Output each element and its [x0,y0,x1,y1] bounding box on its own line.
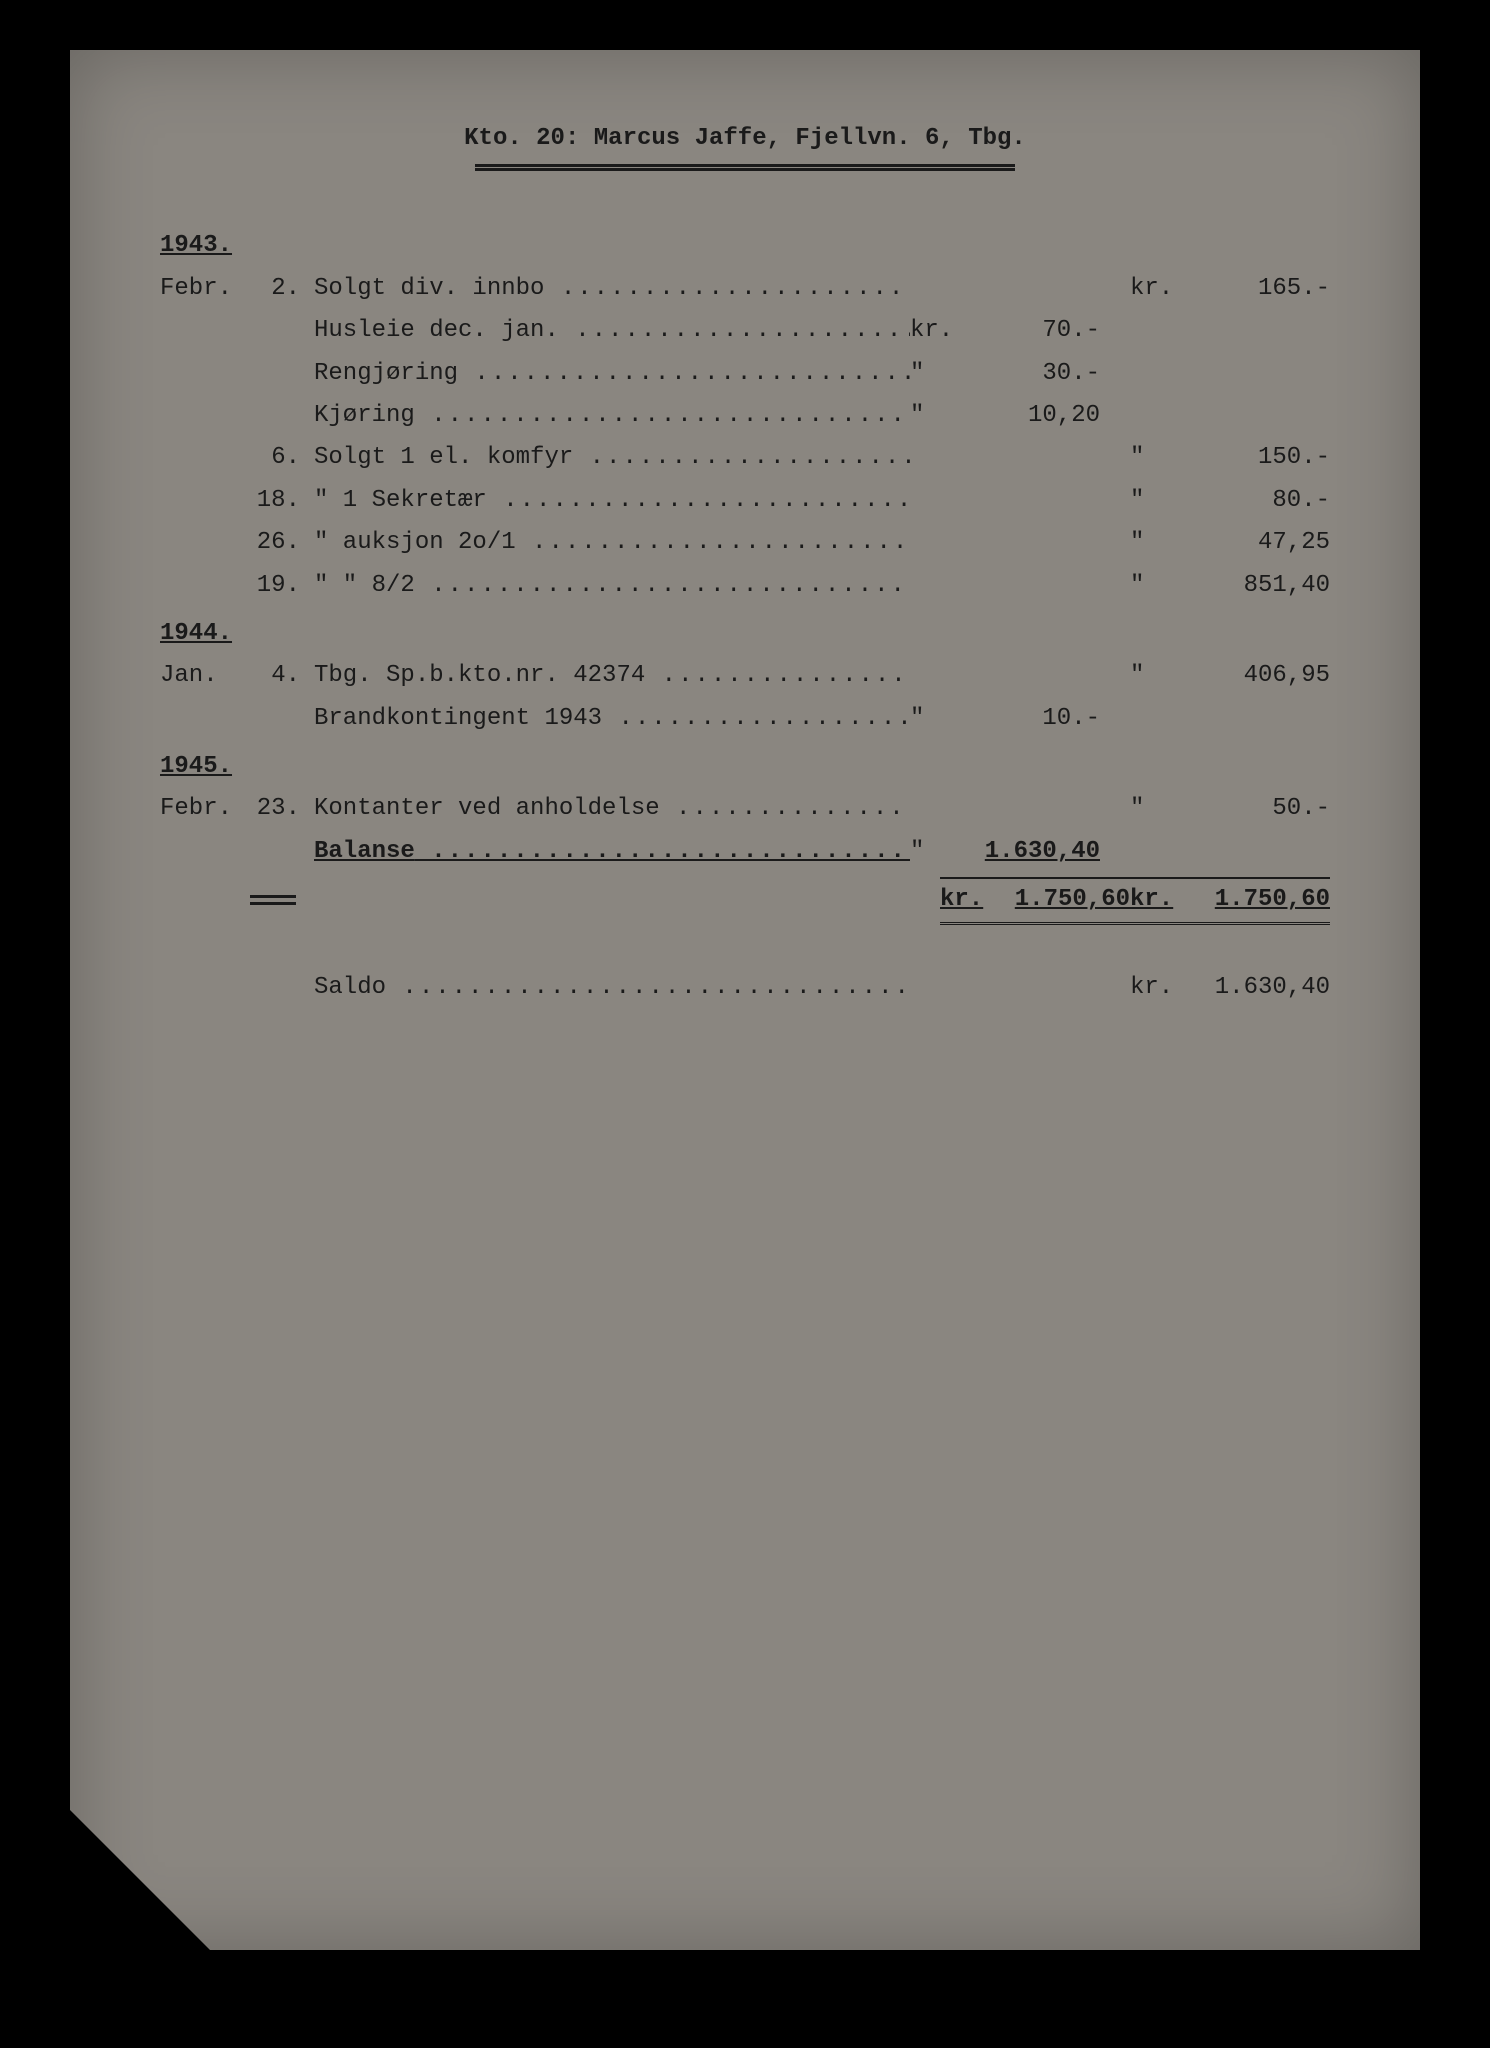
description-cell: " 1 Sekretær [314,482,910,520]
description-cell: Husleie dec. jan. [314,312,910,350]
currency-cell: kr. [940,877,1000,924]
double-rule-icon [250,895,296,905]
month-cell: Febr. [160,270,250,308]
currency-cell: " [1130,482,1190,520]
saldo-label: Saldo [314,969,910,1007]
amount-cell: 1.630,40 [970,833,1130,871]
day-cell: 2. [250,270,314,308]
currency-cell: " [1130,567,1190,605]
currency-cell: " [910,397,970,435]
description-cell: Kontanter ved anholdelse [314,790,910,828]
description-cell: Tbg. Sp.b.kto.nr. 42374 [314,657,910,695]
description-cell: Solgt 1 el. komfyr [314,439,910,477]
currency-cell: " [910,700,970,738]
day-cell: 23. [250,790,314,828]
ledger-row: 6. Solgt 1 el. komfyr " 150.- [160,439,1330,477]
amount-cell: 10,20 [970,397,1130,435]
amount-cell: 30.- [970,355,1130,393]
description-cell: Rengjøring [314,355,910,393]
amount-cell: 1.750,60 [1190,877,1330,924]
day-cell: 26. [250,524,314,562]
day-cell: 19. [250,567,314,605]
ledger-row: Rengjøring " 30.- [160,355,1330,393]
currency-cell: " [910,833,970,871]
amount-cell: 150.- [1190,439,1330,477]
totals-row: kr. 1.750,60 kr. 1.750,60 [160,875,1330,924]
amount-cell: 1.630,40 [1190,969,1330,1007]
currency-cell: kr. [1130,877,1190,924]
amount-cell: 50.- [1190,790,1330,828]
amount-cell: 80.- [1190,482,1330,520]
ledger-row: Husleie dec. jan. kr. 70.- [160,312,1330,350]
month-cell: Jan. [160,657,250,695]
balance-row: Balanse " 1.630,40 [160,833,1330,871]
amount-cell: 1.750,60 [1000,877,1130,924]
description-cell: Solgt div. innbo [314,270,910,308]
month-cell: Febr. [160,790,250,828]
currency-cell: kr. [1130,270,1190,308]
currency-cell: kr. [910,312,970,350]
ledger-row: 26. " auksjon 2o/1 " 47,25 [160,524,1330,562]
day-cell: 18. [250,482,314,520]
currency-cell: " [1130,657,1190,695]
currency-cell: " [1130,524,1190,562]
amount-cell: 851,40 [1190,567,1330,605]
ledger-row: 18. " 1 Sekretær " 80.- [160,482,1330,520]
amount-cell: 406,95 [1190,657,1330,695]
day-cell: 6. [250,439,314,477]
day-cell: 4. [250,657,314,695]
ledger-row: Febr. 23. Kontanter ved anholdelse " 50.… [160,790,1330,828]
description-cell: Brandkontingent 1943 [314,700,910,738]
description-cell: " auksjon 2o/1 [314,524,910,562]
ledger-row: Febr. 2. Solgt div. innbo kr. 165.- [160,270,1330,308]
amount-cell: 165.- [1190,270,1330,308]
amount-cell: 70.- [970,312,1130,350]
currency-cell: " [910,355,970,393]
page-fold-icon [70,1810,210,1950]
account-title: Kto. 20: Marcus Jaffe, Fjellvn. 6, Tbg. [160,120,1330,158]
document-page: Kto. 20: Marcus Jaffe, Fjellvn. 6, Tbg. … [70,50,1420,1950]
currency-cell: kr. [1130,969,1190,1007]
amount-cell: 10.- [970,700,1130,738]
year-heading: 1944. [160,615,1330,653]
currency-cell: " [1130,790,1190,828]
currency-cell: " [1130,439,1190,477]
ledger-row: 19. " " 8/2 " 851,40 [160,567,1330,605]
description-cell: Kjøring [314,397,910,435]
amount-cell: 47,25 [1190,524,1330,562]
ledger-row: Jan. 4. Tbg. Sp.b.kto.nr. 42374 " 406,95 [160,657,1330,695]
ledger-row: Brandkontingent 1943 " 10.- [160,700,1330,738]
day-cell [250,889,314,905]
balance-label: Balanse [314,833,910,871]
description-cell: " " 8/2 [314,567,910,605]
title-underline [475,164,1015,167]
ledger-row: Kjøring " 10,20 [160,397,1330,435]
year-heading: 1943. [160,227,1330,265]
year-heading: 1945. [160,748,1330,786]
saldo-row: Saldo kr. 1.630,40 [160,969,1330,1007]
